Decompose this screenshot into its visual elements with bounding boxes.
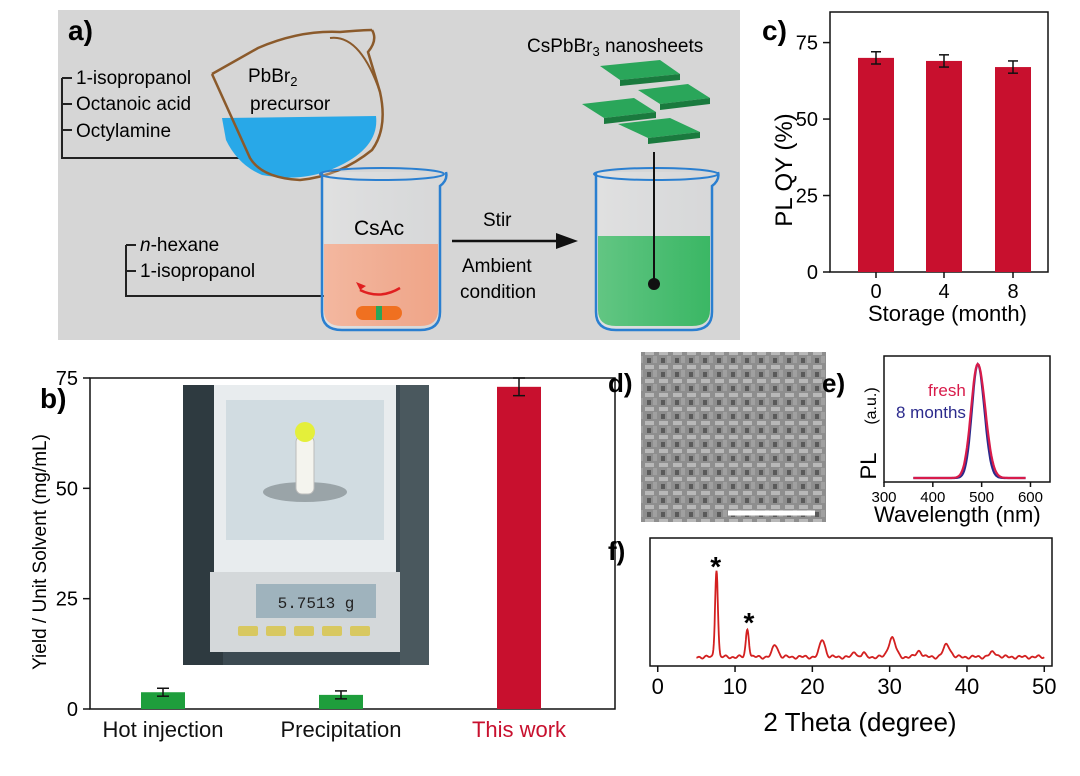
sample-vial — [295, 422, 315, 442]
chart-b-ytick-label: 50 — [56, 478, 78, 500]
nanosheet — [582, 98, 656, 124]
balance-photo-inset: 5.7513 g — [183, 385, 429, 665]
chart-e-ylabel: PL — [856, 453, 881, 480]
precursor-line-1: 1-isopropanol — [76, 68, 191, 89]
solvent-bracket — [125, 244, 334, 297]
balance-display — [256, 584, 376, 618]
chart-c: 0 25 50 75 0 4 8 — [796, 11, 1049, 303]
chart-b-bar — [497, 386, 541, 709]
chart-b: 0 25 50 75 Hot injection Precipitation This wo… — [56, 368, 616, 742]
panel-a-label: a) — [68, 15, 93, 46]
balance-reading: 5.7513 g — [278, 595, 355, 613]
solvent-line-1: n-hexane — [140, 235, 219, 256]
chart-b-ytick-label: 0 — [67, 699, 78, 721]
chart-f-peak-marker: * — [744, 607, 755, 638]
product-beaker — [593, 152, 720, 332]
panel-f: f) 0 10 20 30 40 50 * * 2 Theta (degree) — [608, 536, 1057, 737]
chart-e-frame — [883, 355, 1051, 483]
chart-e-xtick-label: 300 — [871, 489, 896, 506]
beaker-label: CsAc — [354, 217, 404, 240]
precursor-title-2: precursor — [250, 94, 331, 115]
precursor-line-3: Octylamine — [76, 121, 171, 142]
panel-d-label: d) — [608, 368, 633, 398]
chart-e-legend-label: 8 months — [896, 403, 966, 422]
chart-e-legend-label: fresh — [928, 381, 966, 400]
panel-e: e) 300 400 500 600 fresh 8 months Wavelength … — [822, 355, 1051, 527]
chart-f-xtick-label: 20 — [800, 674, 824, 699]
chart-b-ytick-label: 75 — [56, 368, 78, 390]
chart-e-xtick-label: 400 — [920, 489, 945, 506]
precursor-bracket — [61, 77, 268, 159]
chart-c-ytick-label: 75 — [796, 33, 818, 55]
chart-c-ytick-label: 0 — [807, 262, 818, 284]
chart-f-xtick-label: 0 — [652, 674, 664, 699]
reaction-beaker — [319, 167, 448, 332]
chart-f: 0 10 20 30 40 50 * * — [649, 537, 1057, 699]
chart-e-ylabel-unit: (a.u.) — [863, 387, 880, 424]
chart-c-xtick-label: 0 — [870, 281, 881, 303]
chart-e-xlabel: Wavelength (nm) — [874, 502, 1041, 527]
panel-f-label: f) — [608, 536, 625, 566]
chart-f-xtick-label: 40 — [955, 674, 979, 699]
chart-c-ytick-label: 25 — [796, 186, 818, 208]
reaction-arrow — [452, 233, 578, 249]
nanosheet — [638, 84, 710, 110]
chart-b-category-label: Hot injection — [102, 717, 223, 742]
chart-b-category-label: This work — [472, 717, 567, 742]
arrow-top-label: Stir — [483, 210, 512, 231]
chart-f-xtick-label: 30 — [877, 674, 901, 699]
chart-b-bar — [141, 692, 185, 709]
panel-d: d) — [608, 352, 826, 522]
chart-c-bar — [926, 60, 962, 272]
panel-a: a) 1-isopropanol Octanoic acid Octylamin… — [58, 10, 740, 340]
chart-c-xtick-label: 8 — [1007, 281, 1018, 303]
panel-c: c) 0 25 50 75 0 4 8 Storage (month) PL QY (%) — [762, 11, 1049, 326]
chart-b-category-label: Precipitation — [280, 717, 401, 742]
panel-c-label: c) — [762, 15, 787, 46]
nanosheet — [618, 118, 700, 144]
solvent-line-2: 1-isopropanol — [140, 261, 255, 282]
tem-image — [641, 352, 826, 522]
panel-b-label: b) — [40, 383, 66, 414]
precursor-line-2: Octanoic acid — [76, 94, 191, 115]
chart-c-xtick-label: 4 — [938, 281, 949, 303]
chart-e-series-line — [913, 362, 1026, 480]
chart-b-bar — [319, 694, 363, 709]
panel-b: b) 0 25 50 75 Hot injection Precipitation This… — [30, 368, 616, 742]
chart-c-bar — [995, 67, 1031, 272]
chart-f-xtick-label: 10 — [723, 674, 747, 699]
precursor-title-1: PbBr2 — [248, 66, 297, 89]
chart-b-ylabel: Yield / Unit Solvent (mg/mL) — [30, 434, 51, 670]
product-title: CsPbBr3 nanosheets — [527, 36, 703, 59]
precursor-beaker — [210, 28, 384, 182]
nanosheets — [582, 60, 710, 144]
chart-f-frame — [649, 537, 1053, 667]
chart-c-ylabel: PL QY (%) — [771, 113, 798, 226]
arrow-bottom-label-2: condition — [460, 282, 536, 303]
arrow-bottom-label-1: Ambient — [462, 256, 532, 277]
panel-e-label: e) — [822, 368, 845, 398]
precursor-liquid — [222, 116, 377, 178]
chart-e-xtick-label: 500 — [969, 489, 994, 506]
chart-c-ytick-label: 50 — [796, 109, 818, 131]
chart-f-xtick-label: 50 — [1032, 674, 1056, 699]
chart-c-xlabel: Storage (month) — [868, 301, 1027, 326]
chart-c-bar — [858, 57, 894, 272]
chart-e-xtick-label: 600 — [1018, 489, 1043, 506]
chart-f-peak-marker: * — [710, 551, 721, 582]
chart-f-xlabel: 2 Theta (degree) — [763, 707, 956, 737]
chart-b-ytick-label: 25 — [56, 589, 78, 611]
chart-e: 300 400 500 600 fresh 8 months — [871, 355, 1051, 506]
chart-f-series-line — [696, 570, 1045, 660]
nanosheet — [600, 60, 680, 86]
